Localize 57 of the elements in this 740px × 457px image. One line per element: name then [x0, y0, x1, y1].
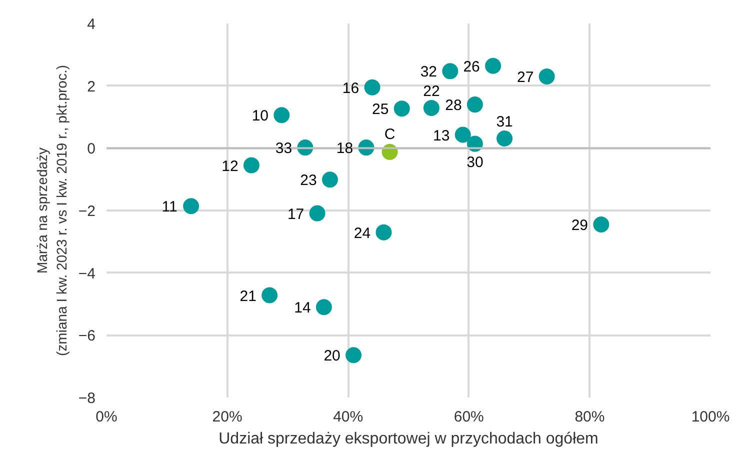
point [364, 79, 380, 96]
point [593, 216, 610, 233]
x-tick-label: 100% [691, 408, 730, 426]
point [346, 347, 362, 364]
x-tick-label: 60% [454, 408, 484, 426]
annotation: C [384, 126, 396, 143]
annotation: 11 [162, 198, 178, 216]
annotation: 20 [324, 348, 340, 365]
x-axis-title: Udział sprzedaży eksportowej w przychodach ogółem [218, 430, 598, 448]
y-axis-title: Marża na sprzedaży (zmiana I kw. 2023 r. vs I kw. 2019 r., pkt.proc.) [34, 64, 70, 356]
point [496, 130, 513, 146]
y-tick-label: 2 [87, 78, 96, 96]
annotation: 28 [445, 97, 462, 114]
annotation: 24 [354, 224, 371, 242]
y-tick-label: −4 [78, 265, 96, 282]
annotation: 12 [222, 158, 238, 175]
y-tick-label: 4 [87, 16, 96, 33]
point [442, 63, 458, 80]
point [394, 100, 410, 117]
annotation: 23 [300, 172, 317, 190]
point [316, 299, 332, 316]
annotation: 33 [275, 140, 292, 158]
point [423, 100, 440, 116]
point [183, 198, 200, 214]
annotation: 10 [252, 108, 269, 125]
annotation: 31 [496, 114, 513, 131]
annotation: 17 [287, 206, 304, 223]
y-tick-label: 0 [87, 140, 96, 158]
annotation: 13 [433, 127, 450, 144]
annotation: 25 [372, 101, 389, 118]
annotation: 29 [571, 217, 588, 234]
point [262, 287, 278, 304]
point [309, 205, 326, 222]
point [322, 172, 338, 188]
point [485, 58, 502, 74]
annotation: 30 [466, 154, 484, 171]
y-tick-label: −2 [78, 203, 96, 220]
x-tick-label: 0% [96, 408, 118, 426]
point [243, 157, 260, 174]
x-tick-label: 20% [212, 408, 242, 426]
y-tick-label: −8 [78, 390, 96, 407]
y-tick-label: −6 [78, 328, 96, 345]
point [538, 68, 555, 84]
point [376, 224, 392, 240]
annotation: 22 [423, 82, 440, 100]
annotation: 27 [516, 68, 534, 86]
point [454, 126, 471, 143]
point [274, 107, 290, 124]
point [466, 96, 483, 113]
annotation: 21 [240, 288, 256, 305]
x-tick-label: 80% [574, 408, 605, 426]
annotation: 14 [294, 300, 311, 317]
annotation: 18 [336, 140, 354, 158]
annotation: 32 [420, 64, 438, 81]
x-tick-label: 40% [333, 408, 364, 426]
annotation: 16 [342, 80, 360, 97]
annotation: 26 [463, 58, 480, 76]
